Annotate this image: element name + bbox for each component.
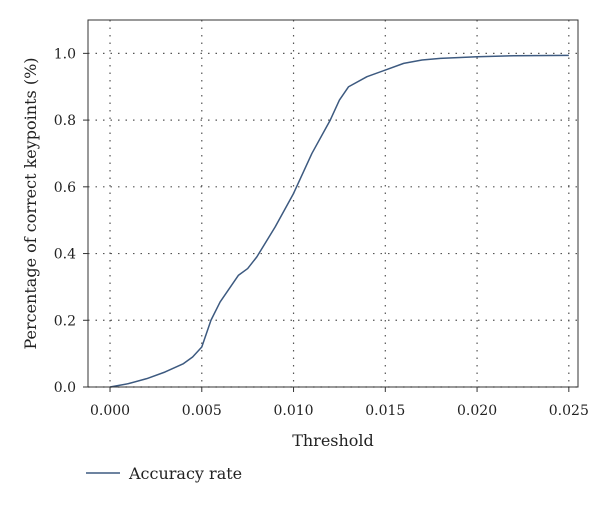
y-tick-label: 0.4 xyxy=(54,247,76,263)
y-tick-label: 0.2 xyxy=(54,313,76,329)
grid-layer xyxy=(88,20,578,388)
y-axis-title: Percentage of correct keypoints (%) xyxy=(21,57,40,349)
y-tick-label: 1.0 xyxy=(54,46,76,62)
series-layer xyxy=(109,54,569,388)
x-tick-label: 0.025 xyxy=(549,403,589,419)
x-axis-ticks: 0.000 0.005 0.010 0.015 0.020 0.025 xyxy=(90,387,589,419)
legend: Accuracy rate xyxy=(86,464,242,483)
y-tick-label: 0.6 xyxy=(54,180,76,196)
plot-area-frame xyxy=(87,19,579,388)
x-tick-label: 0.005 xyxy=(182,403,222,419)
y-tick-label: 0.0 xyxy=(54,380,76,396)
x-axis-title: Threshold xyxy=(292,431,374,450)
x-tick-label: 0.015 xyxy=(365,403,405,419)
legend-label-accuracy-rate: Accuracy rate xyxy=(128,464,242,483)
y-tick-label: 0.8 xyxy=(54,113,76,129)
x-tick-label: 0.020 xyxy=(457,403,497,419)
y-axis-ticks: 0.0 0.2 0.4 0.6 0.8 1.0 xyxy=(54,46,88,396)
series-line-accuracy-rate xyxy=(109,54,569,388)
x-tick-label: 0.010 xyxy=(273,403,313,419)
x-tick-label: 0.000 xyxy=(90,403,130,419)
